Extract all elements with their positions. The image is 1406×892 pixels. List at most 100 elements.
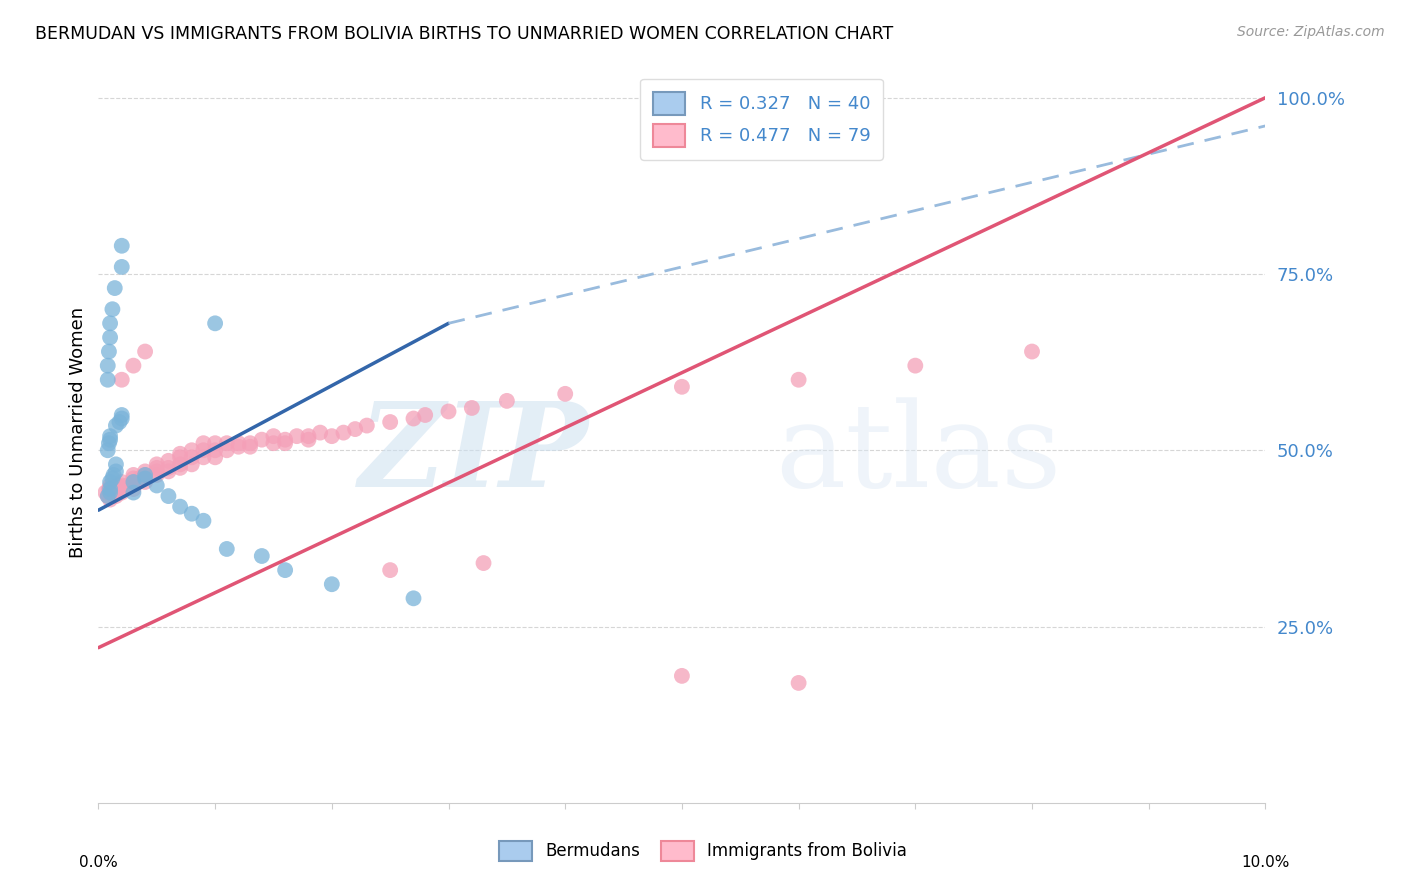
Point (262, 436, 284, 450)
Point (169, 458, 191, 472)
Point (297, 429, 319, 443)
Point (157, 454, 180, 468)
Point (157, 489, 180, 503)
Point (321, 429, 343, 443)
Point (104, 281, 127, 295)
Point (111, 478, 134, 492)
Point (94, 485, 117, 500)
Point (97, 344, 120, 359)
Point (103, 467, 125, 482)
Point (180, 443, 202, 458)
Point (215, 443, 238, 458)
Point (461, 401, 484, 415)
Point (180, 507, 202, 521)
Point (146, 464, 169, 478)
Point (122, 467, 145, 482)
Point (193, 450, 215, 465)
Point (250, 433, 273, 447)
Point (380, 415, 402, 429)
Point (496, 393, 519, 408)
Point (204, 436, 226, 450)
Point (437, 404, 460, 418)
Point (274, 436, 297, 450)
Legend: R = 0.327   N = 40, R = 0.477   N = 79: R = 0.327 N = 40, R = 0.477 N = 79 (640, 78, 883, 160)
Point (239, 436, 262, 450)
Point (97, 443, 120, 458)
Point (111, 482, 134, 496)
Point (111, 260, 134, 274)
Point (111, 485, 134, 500)
Point (104, 482, 127, 496)
Point (344, 422, 367, 436)
Point (122, 475, 145, 489)
Point (380, 563, 402, 577)
Point (274, 563, 297, 577)
Point (904, 359, 927, 373)
Point (146, 458, 169, 472)
Point (98, 475, 121, 489)
Point (297, 433, 319, 447)
Point (97, 373, 120, 387)
Point (193, 443, 215, 458)
Point (204, 443, 226, 458)
Point (228, 436, 250, 450)
Point (104, 489, 127, 503)
Point (157, 464, 180, 478)
Point (215, 541, 238, 556)
Point (97, 482, 120, 496)
Point (98, 485, 121, 500)
Point (472, 556, 495, 570)
Point (146, 478, 169, 492)
Point (98, 478, 121, 492)
Text: 0.0%: 0.0% (79, 855, 118, 870)
Point (146, 467, 169, 482)
Point (134, 464, 156, 478)
Point (157, 461, 180, 475)
Point (309, 425, 332, 440)
Point (134, 475, 156, 489)
Point (111, 411, 134, 425)
Point (101, 485, 124, 500)
Y-axis label: Births to Unmarried Women: Births to Unmarried Women (69, 307, 87, 558)
Point (787, 676, 810, 690)
Point (193, 436, 215, 450)
Point (122, 475, 145, 489)
Point (117, 478, 139, 492)
Point (101, 471, 124, 485)
Point (111, 408, 134, 422)
Point (98, 429, 121, 443)
Point (104, 458, 127, 472)
Point (111, 373, 134, 387)
Point (250, 549, 273, 563)
Point (402, 591, 425, 606)
Point (134, 467, 156, 482)
Point (98, 485, 121, 500)
Point (204, 316, 226, 330)
Point (169, 450, 191, 465)
Point (97, 436, 120, 450)
Point (554, 387, 576, 401)
Point (98, 433, 121, 447)
Point (228, 440, 250, 454)
Point (332, 425, 354, 440)
Point (134, 344, 156, 359)
Point (671, 669, 693, 683)
Point (104, 464, 127, 478)
Point (104, 418, 127, 433)
Point (671, 380, 693, 394)
Point (180, 450, 202, 465)
Point (122, 482, 145, 496)
Point (111, 475, 134, 489)
Text: ZIP: ZIP (359, 397, 589, 512)
Point (262, 429, 284, 443)
Text: atlas: atlas (775, 398, 1062, 512)
Point (101, 302, 124, 317)
Point (285, 429, 308, 443)
Point (239, 440, 262, 454)
Point (274, 433, 297, 447)
Point (98, 330, 121, 344)
Point (356, 418, 378, 433)
Legend: Bermudans, Immigrants from Bolivia: Bermudans, Immigrants from Bolivia (492, 834, 914, 868)
Point (204, 450, 226, 465)
Point (97, 489, 120, 503)
